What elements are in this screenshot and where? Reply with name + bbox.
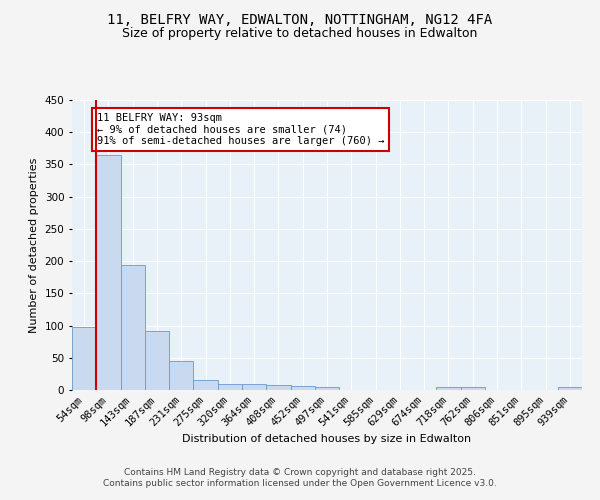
Bar [218,384,242,390]
Bar [290,386,315,390]
Text: Size of property relative to detached houses in Edwalton: Size of property relative to detached ho… [122,28,478,40]
Bar [145,330,169,390]
Bar [436,387,461,390]
Bar [266,386,290,390]
Bar [558,388,582,390]
Bar [242,384,266,390]
Bar [96,155,121,390]
Bar [169,361,193,390]
Bar [193,380,218,390]
Bar [72,328,96,390]
Text: 11 BELFRY WAY: 93sqm
← 9% of detached houses are smaller (74)
91% of semi-detach: 11 BELFRY WAY: 93sqm ← 9% of detached ho… [97,113,384,146]
Text: 11, BELFRY WAY, EDWALTON, NOTTINGHAM, NG12 4FA: 11, BELFRY WAY, EDWALTON, NOTTINGHAM, NG… [107,12,493,26]
Text: Contains HM Land Registry data © Crown copyright and database right 2025.
Contai: Contains HM Land Registry data © Crown c… [103,468,497,487]
X-axis label: Distribution of detached houses by size in Edwalton: Distribution of detached houses by size … [182,434,472,444]
Bar [461,388,485,390]
Y-axis label: Number of detached properties: Number of detached properties [29,158,39,332]
Bar [121,265,145,390]
Bar [315,387,339,390]
